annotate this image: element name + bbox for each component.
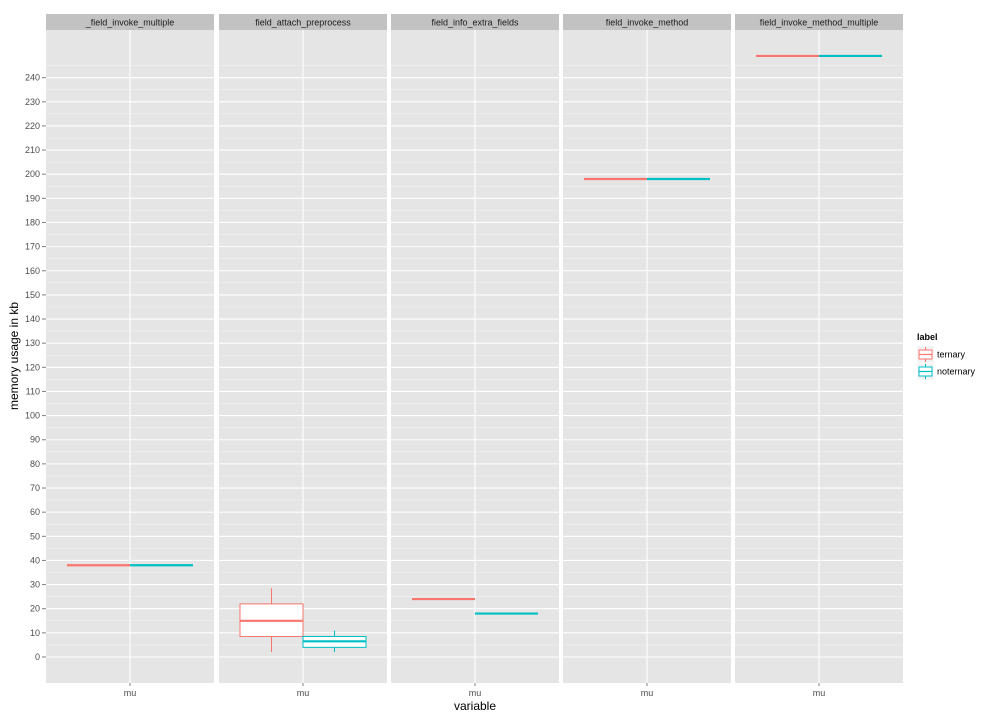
y-tick-label: 230: [25, 97, 40, 107]
y-tick-label: 170: [25, 242, 40, 252]
y-tick-label: 240: [25, 73, 40, 83]
facet-strip-label: field_invoke_method: [606, 18, 689, 28]
y-tick-label: 70: [30, 483, 40, 493]
y-tick-label: 80: [30, 459, 40, 469]
y-tick-label: 180: [25, 217, 40, 227]
legend-title: label: [917, 332, 938, 342]
facet-panels: _field_invoke_multiplemufield_attach_pre…: [46, 14, 903, 698]
y-tick-label: 120: [25, 362, 40, 372]
y-tick-label: 140: [25, 314, 40, 324]
facet-strip-label: _field_invoke_multiple: [85, 18, 175, 28]
y-tick-label: 160: [25, 266, 40, 276]
x-tick-label: mu: [813, 688, 826, 698]
y-tick-label: 210: [25, 145, 40, 155]
box-noternary: [302, 630, 367, 653]
y-tick-label: 20: [30, 604, 40, 614]
y-tick-label: 190: [25, 193, 40, 203]
legend-label: ternary: [937, 350, 966, 360]
facet-strip: [735, 14, 903, 30]
y-tick-label: 220: [25, 121, 40, 131]
x-tick-label: mu: [641, 688, 654, 698]
y-tick-label: 90: [30, 435, 40, 445]
facet-strip: [46, 14, 214, 30]
legend-key-noternary: noternary: [916, 362, 976, 381]
facet-strip: [219, 14, 387, 30]
x-tick-label: mu: [469, 688, 482, 698]
y-tick-label: 100: [25, 411, 40, 421]
y-tick-label: 150: [25, 290, 40, 300]
y-axis: 0 10 20 30 40 50 60 70 80 90 100 110 120 130 140 150 160…: [25, 73, 46, 662]
y-tick-label: 40: [30, 555, 40, 565]
y-tick-label: 30: [30, 580, 40, 590]
legend: label ternary noternary: [916, 332, 976, 381]
y-tick-label: 130: [25, 338, 40, 348]
x-tick-label: mu: [297, 688, 310, 698]
facet-strip-label: field_invoke_method_multiple: [760, 18, 879, 28]
x-axis-title: variable: [454, 699, 496, 713]
y-tick-label: 110: [26, 386, 40, 396]
y-tick-label: 60: [30, 507, 40, 517]
x-tick-label: mu: [124, 688, 137, 698]
legend-label: noternary: [937, 367, 976, 377]
facet-strip-label: field_attach_preprocess: [255, 18, 351, 28]
y-tick-label: 10: [30, 628, 40, 638]
y-tick-label: 0: [35, 652, 40, 662]
facet-strip-label: field_info_extra_fields: [431, 18, 519, 28]
legend-key-ternary: ternary: [916, 345, 966, 364]
y-tick-label: 50: [30, 531, 40, 541]
facet-strip: [391, 14, 559, 30]
y-axis-title: memory usage in kb: [7, 302, 21, 410]
facet-strip: [563, 14, 731, 30]
box-ternary: [239, 588, 304, 653]
y-tick-label: 200: [25, 169, 40, 179]
